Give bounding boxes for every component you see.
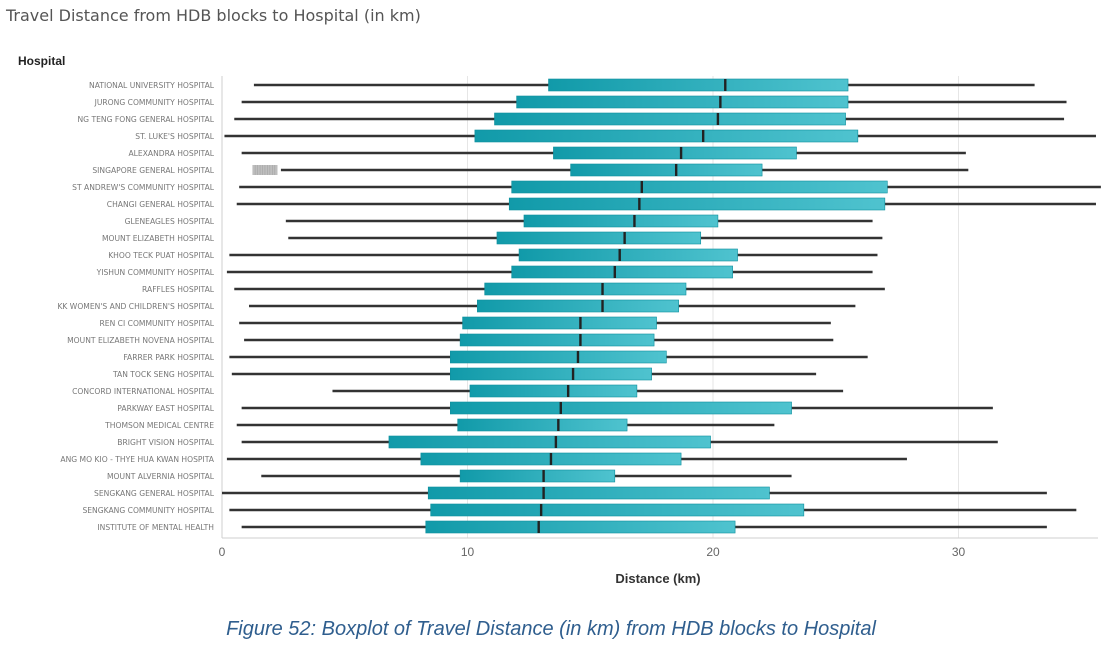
box: [450, 401, 792, 415]
y-axis-title: Hospital: [18, 54, 65, 68]
y-tick-label: REN CI COMMUNITY HOSPITAL: [100, 319, 215, 328]
x-axis-title: Distance (km): [615, 571, 700, 586]
box: [450, 367, 652, 381]
outlier-point: [272, 165, 276, 175]
y-tick-label: SENGKANG GENERAL HOSPITAL: [94, 489, 215, 498]
x-tick-label: 20: [706, 545, 720, 559]
y-tick-label: ST ANDREW'S COMMUNITY HOSPITAL: [72, 183, 215, 192]
y-tick-label: ANG MO KIO - THYE HUA KWAN HOSPITA: [60, 455, 214, 464]
box: [516, 95, 849, 109]
outlier-point: [254, 165, 258, 175]
box: [511, 180, 888, 194]
boxplot-chart: Hospital 0 10 20 30 Distance (km) NATIONAL UNI…: [18, 54, 1101, 586]
box: [469, 384, 638, 398]
box: [430, 503, 805, 517]
box: [459, 333, 655, 347]
y-tick-label: CONCORD INTERNATIONAL HOSPITAL: [72, 387, 215, 396]
y-tick-label: YISHUN COMMUNITY HOSPITAL: [96, 268, 215, 277]
y-tick-label: MOUNT ELIZABETH NOVENA HOSPITAL: [67, 336, 215, 345]
outlier-point: [267, 165, 271, 175]
box: [553, 146, 797, 160]
y-tick-label: BRIGHT VISION HOSPITAL: [117, 438, 215, 447]
box: [462, 316, 657, 330]
box: [388, 435, 711, 449]
x-tick-label: 10: [461, 545, 475, 559]
box: [494, 112, 846, 126]
box: [496, 231, 702, 245]
y-tick-label: SENGKANG COMMUNITY HOSPITAL: [82, 506, 214, 515]
y-tick-label: GLENEAGLES HOSPITAL: [125, 217, 215, 226]
outlier-point: [259, 165, 263, 175]
y-tick-label: JURONG COMMUNITY HOSPITAL: [94, 98, 215, 107]
figure-caption: Figure 52: Boxplot of Travel Distance (i…: [226, 618, 876, 640]
box: [474, 129, 859, 143]
y-tick-label: KHOO TECK PUAT HOSPITAL: [108, 251, 215, 260]
y-tick-label: SINGAPORE GENERAL HOSPITAL: [92, 166, 214, 175]
y-tick-label: NATIONAL UNIVERSITY HOSPITAL: [89, 81, 215, 90]
y-tick-label: FARRER PARK HOSPITAL: [123, 353, 214, 362]
outlier-point: [269, 165, 273, 175]
box: [511, 265, 733, 279]
y-tick-label: RAFFLES HOSPITAL: [142, 285, 215, 294]
box: [457, 418, 628, 432]
outlier-point: [262, 165, 266, 175]
box: [459, 469, 616, 483]
y-tick-label: NG TENG FONG GENERAL HOSPITAL: [78, 115, 215, 124]
outlier-point: [252, 165, 256, 175]
box: [484, 282, 687, 296]
outlier-point: [264, 165, 268, 175]
outlier-point: [257, 165, 261, 175]
box: [425, 520, 736, 534]
y-tick-label: PARKWAY EAST HOSPITAL: [117, 404, 214, 413]
box: [518, 248, 738, 262]
y-tick-label: ST. LUKE'S HOSPITAL: [135, 132, 214, 141]
y-tick-label: MOUNT ALVERNIA HOSPITAL: [107, 472, 215, 481]
outlier-point: [274, 165, 278, 175]
x-tick-label: 30: [952, 545, 966, 559]
x-tick-label: 0: [219, 545, 226, 559]
box: [508, 197, 886, 211]
y-tick-label: KK WOMEN'S AND CHILDREN'S HOSPITAL: [57, 302, 214, 311]
y-tick-label: TAN TOCK SENG HOSPITAL: [112, 370, 215, 379]
box: [477, 299, 679, 313]
y-tick-label: MOUNT ELIZABETH HOSPITAL: [102, 234, 215, 243]
page-title: Travel Distance from HDB blocks to Hospi…: [6, 6, 421, 25]
box: [450, 350, 667, 364]
box: [548, 78, 849, 92]
y-tick-label: INSTITUTE OF MENTAL HEALTH: [97, 523, 214, 532]
box: [570, 163, 763, 177]
y-tick-label: THOMSON MEDICAL CENTRE: [104, 421, 214, 430]
box: [523, 214, 719, 228]
box: [427, 486, 770, 500]
y-tick-label: ALEXANDRA HOSPITAL: [128, 149, 214, 158]
y-tick-label: CHANGI GENERAL HOSPITAL: [107, 200, 215, 209]
